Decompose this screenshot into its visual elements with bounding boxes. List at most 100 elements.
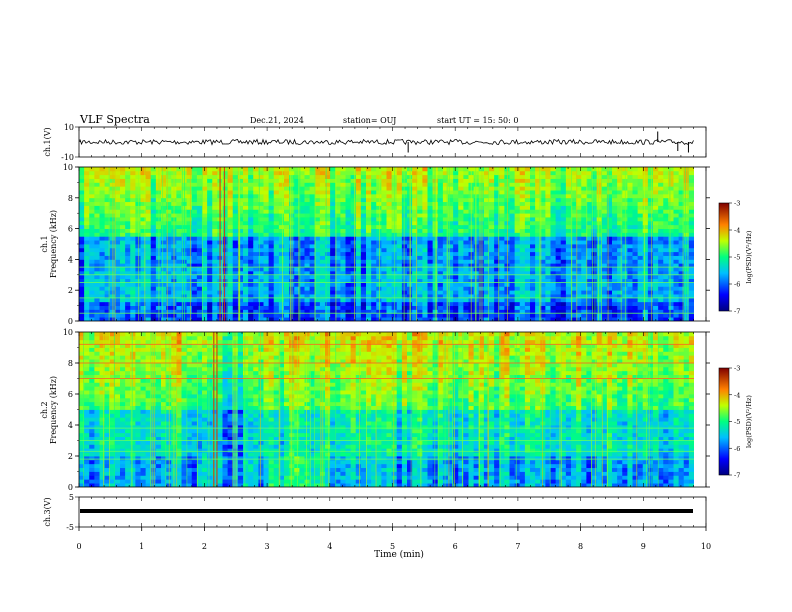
- spectrogram-cell: [437, 305, 444, 310]
- spectrogram-cell: [186, 259, 193, 264]
- spectrogram-cell: [140, 197, 147, 203]
- spectrogram-cell: [606, 213, 613, 218]
- spectrogram-cell: [84, 255, 90, 260]
- spectrogram-cell: [202, 186, 208, 191]
- spectrogram-cell: [612, 282, 618, 287]
- spectrogram-cell: [483, 182, 490, 187]
- spectrogram-cell: [294, 247, 300, 253]
- spectrogram-cell: [232, 209, 239, 214]
- spectrogram-cell: [109, 197, 116, 203]
- spectrogram-cell: [509, 267, 516, 272]
- spectrogram-cell: [89, 178, 95, 183]
- spectrogram-cell: [478, 313, 485, 318]
- spectrogram-cell: [314, 236, 321, 241]
- spectrogram-cell: [509, 305, 516, 310]
- spectrogram-cell: [350, 301, 357, 306]
- spectrogram-cell: [196, 236, 203, 241]
- spectrogram-cell: [227, 182, 234, 187]
- spectrogram-cell: [304, 244, 311, 249]
- spectrogram-cell: [89, 301, 95, 306]
- spectrogram-cell: [658, 232, 664, 237]
- spectrogram-cell: [278, 220, 285, 226]
- spectrogram-cell: [463, 255, 469, 260]
- spectrogram-cell: [84, 178, 90, 183]
- spectrogram-cell: [330, 174, 336, 179]
- spectrogram-cell: [232, 290, 239, 295]
- spectrogram-cell: [673, 255, 680, 260]
- spectrogram-cell: [545, 178, 551, 183]
- spectrogram-cell: [89, 209, 95, 214]
- spectrogram-cell: [412, 186, 418, 191]
- spectrogram-cell: [350, 174, 357, 179]
- spectrogram-cell: [550, 174, 557, 179]
- spectrogram-cell: [294, 263, 300, 268]
- spectrogram-cell: [319, 209, 326, 214]
- spectrogram-cell: [237, 309, 244, 314]
- spectrogram-cell: [555, 267, 562, 272]
- spectrogram-cell: [688, 259, 694, 264]
- spectrogram-cell: [545, 197, 551, 203]
- spectrogram-cell: [335, 297, 341, 303]
- spectrogram-cell: [601, 193, 608, 199]
- spectrogram-cell: [606, 290, 613, 295]
- spectrogram-cell: [273, 286, 280, 291]
- spectrogram-cell: [371, 213, 377, 218]
- spectrogram-cell: [442, 213, 449, 218]
- spectrogram-cell: [514, 224, 521, 229]
- spectrogram-cell: [371, 297, 377, 303]
- spectrogram-cell: [84, 209, 90, 214]
- spectrogram-cell: [576, 286, 582, 291]
- spectrogram-cell: [140, 240, 147, 245]
- spectrogram-cell: [89, 286, 95, 291]
- spectrogram-cell: [360, 274, 367, 280]
- spectrogram-cell: [612, 263, 618, 268]
- spectrogram-cell: [612, 209, 618, 214]
- spectrogram-cell: [442, 274, 449, 280]
- spectrogram-cell: [596, 297, 603, 303]
- spectrogram-cell: [191, 193, 198, 199]
- spectrogram-cell: [278, 182, 285, 187]
- spectrogram-cell: [335, 170, 341, 176]
- spectrogram-cell: [99, 197, 106, 203]
- spectrogram-cell: [309, 274, 316, 280]
- spectrogram-cell: [668, 301, 674, 306]
- spectrogram-cell: [550, 251, 557, 256]
- spectrogram-cell: [422, 240, 428, 245]
- spectrogram-cell: [355, 178, 362, 183]
- spectrogram-cell: [560, 317, 567, 321]
- spectrogram-cell: [535, 297, 541, 303]
- spectrogram-cell: [89, 197, 95, 203]
- spectrogram-cell: [263, 190, 270, 195]
- spectrogram-cell: [140, 255, 147, 260]
- spectrogram-cell: [576, 247, 582, 253]
- spectrogram-cell: [248, 190, 254, 195]
- spectrogram-cell: [325, 313, 331, 318]
- spectrogram-cell: [130, 201, 136, 206]
- spectrogram-cell: [591, 286, 598, 291]
- spectrogram-cell: [550, 209, 557, 214]
- spectrogram-cell: [678, 251, 685, 256]
- spectrogram-cell: [401, 313, 408, 318]
- spectrogram-cell: [637, 205, 644, 210]
- spectrogram-cell: [330, 244, 336, 249]
- spectrogram-cell: [458, 232, 464, 237]
- spectrogram-cell: [253, 290, 259, 295]
- spectrogram-cell: [345, 213, 352, 218]
- spectrogram-cell: [412, 244, 418, 249]
- spectrogram-cell: [212, 213, 218, 218]
- spectrogram-cell: [79, 270, 85, 276]
- spectrogram-cell: [84, 286, 90, 291]
- spectrogram-cell: [104, 247, 111, 253]
- spectrogram-cell: [196, 278, 203, 283]
- spectrogram-cell: [483, 255, 490, 260]
- spectrogram-cell: [263, 193, 270, 199]
- spectrogram-cell: [422, 278, 428, 283]
- spectrogram-cell: [448, 282, 454, 287]
- spectrogram-cell: [658, 247, 664, 253]
- spectrogram-cell: [494, 274, 500, 280]
- spectrogram-cell: [258, 209, 264, 214]
- spectrogram-cell: [335, 178, 341, 183]
- spectrogram-cell: [135, 178, 141, 183]
- spectrogram-cell: [427, 232, 434, 237]
- spectrogram-cell: [104, 301, 111, 306]
